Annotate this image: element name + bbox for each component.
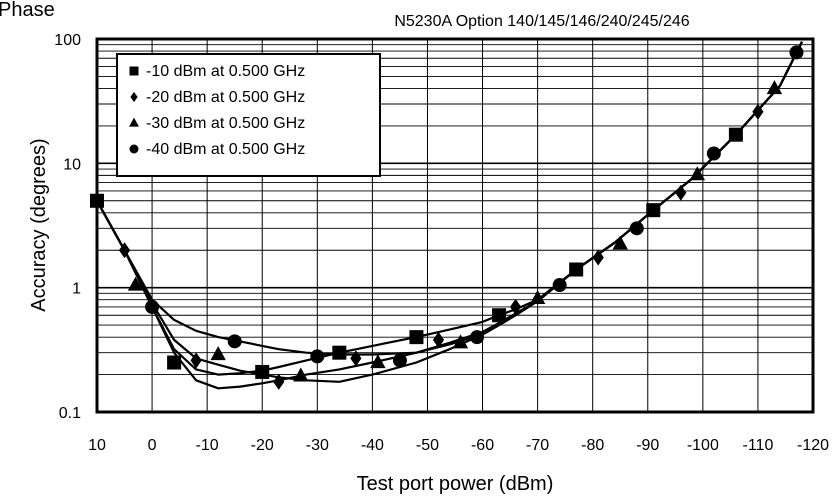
data-point-triangle — [766, 80, 783, 95]
legend-box — [116, 53, 381, 177]
y-axis-label: Accuracy (degrees) — [28, 138, 50, 311]
x-tick-label: -110 — [743, 437, 774, 454]
legend-marker-circle — [129, 144, 139, 154]
data-point-diamond — [432, 331, 445, 348]
data-point-triangle — [293, 367, 309, 382]
x-axis-label: Test port power (dBm) — [357, 473, 554, 495]
x-tick-label: 0 — [148, 437, 157, 454]
data-point-diamond — [190, 352, 202, 369]
data-point-triangle — [127, 276, 144, 291]
x-tick-label: -60 — [471, 437, 494, 454]
y-tick-label: 1 — [72, 281, 81, 298]
data-point-diamond — [675, 184, 687, 201]
x-tick-label: -40 — [361, 437, 384, 454]
legend: -10 dBm at 0.500 GHz -20 dBm at 0.500 GHz… — [116, 53, 381, 177]
data-point-square — [569, 262, 584, 277]
y-tick-label: 100 — [54, 32, 81, 49]
data-point-diamond — [350, 350, 362, 367]
series-markers — [90, 45, 804, 390]
data-point-square — [90, 193, 104, 208]
data-point-circle — [227, 334, 242, 349]
x-tick-label: -70 — [526, 437, 549, 454]
plot-frame — [95, 37, 815, 414]
data-point-diamond — [118, 242, 131, 259]
data-point-diamond — [752, 103, 764, 120]
data-point-square — [728, 127, 743, 142]
data-point-circle — [706, 146, 721, 161]
data-point-triangle — [529, 289, 546, 304]
legend-marker-square — [129, 66, 139, 76]
data-point-diamond — [592, 249, 604, 266]
x-tick-label: -30 — [306, 437, 329, 454]
data-point-triangle — [612, 235, 628, 250]
x-tick-label: -100 — [687, 437, 719, 454]
data-point-circle — [392, 353, 407, 368]
legend-marker-triangle — [129, 117, 139, 127]
data-point-circle — [145, 299, 160, 314]
legend-marker-diamond — [130, 91, 138, 103]
x-axis-ticks: 10 0 -10 -20 -30 -40 -50 -60 -70 -80 -90 -100 -110 -1… — [88, 437, 829, 454]
data-point-triangle — [452, 334, 469, 349]
data-point-circle — [470, 330, 485, 345]
data-point-circle — [789, 45, 804, 60]
y-axis-ticks: 100 10 1 0.1 — [54, 32, 81, 422]
y-tick-label: 10 — [63, 156, 81, 173]
legend-label: -30 dBm at 0.500 GHz — [146, 115, 305, 132]
chart-heading: Phase — [0, 0, 55, 21]
legend-label: -20 dBm at 0.500 GHz — [146, 89, 305, 106]
x-tick-label: -120 — [797, 437, 829, 454]
data-point-circle — [552, 278, 567, 293]
data-point-circle — [310, 349, 325, 364]
data-point-diamond — [273, 373, 285, 390]
data-point-triangle — [689, 166, 706, 181]
chart-title: N5230A Option 140/145/146/240/245/246 — [394, 13, 689, 30]
x-tick-label: -80 — [581, 437, 604, 454]
x-tick-label: -10 — [196, 437, 219, 454]
data-point-circle — [629, 221, 644, 236]
x-tick-label: -20 — [251, 437, 274, 454]
y-tick-label: 0.1 — [59, 405, 81, 422]
data-point-square — [332, 345, 347, 360]
data-point-triangle — [370, 354, 386, 369]
data-point-square — [167, 355, 182, 370]
data-point-triangle — [210, 346, 226, 361]
x-tick-label: 10 — [88, 437, 106, 454]
x-tick-label: -90 — [636, 437, 659, 454]
data-point-diamond — [509, 298, 522, 315]
data-point-square — [255, 364, 270, 379]
data-point-square — [646, 203, 661, 218]
data-point-square — [409, 330, 424, 345]
legend-label: -10 dBm at 0.500 GHz — [146, 63, 305, 80]
data-point-square — [492, 308, 507, 323]
x-tick-label: -50 — [416, 437, 439, 454]
legend-label: -40 dBm at 0.500 GHz — [146, 141, 305, 158]
